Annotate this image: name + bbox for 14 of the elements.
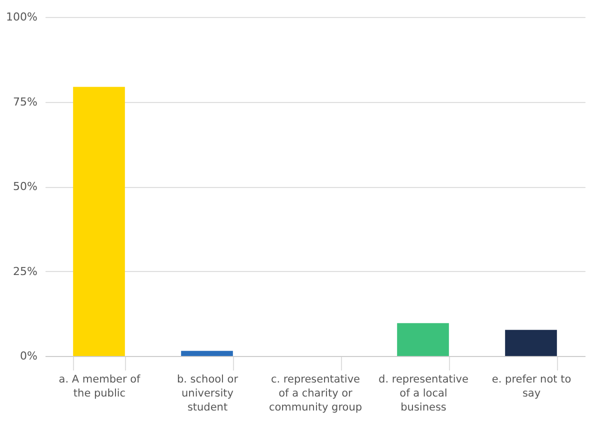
x-tick-label: a. A member of the public xyxy=(58,374,141,400)
bar xyxy=(505,330,557,356)
y-tick-label: 100% xyxy=(6,10,38,24)
x-tick-label: b. school or university student xyxy=(176,374,239,414)
x-tick-label: c. representative of a charity or community group xyxy=(268,374,362,414)
x-tick-label: e. prefer not to say xyxy=(492,374,572,400)
bar xyxy=(397,323,449,356)
y-tick-label: 25% xyxy=(13,264,38,278)
bar xyxy=(73,86,125,356)
y-tick-label: 50% xyxy=(13,180,38,193)
y-tick-label: 0% xyxy=(20,350,38,362)
y-tick-label: 75% xyxy=(13,95,38,108)
x-tick-label: d. representative of a local business xyxy=(378,374,468,414)
bar xyxy=(181,350,233,356)
